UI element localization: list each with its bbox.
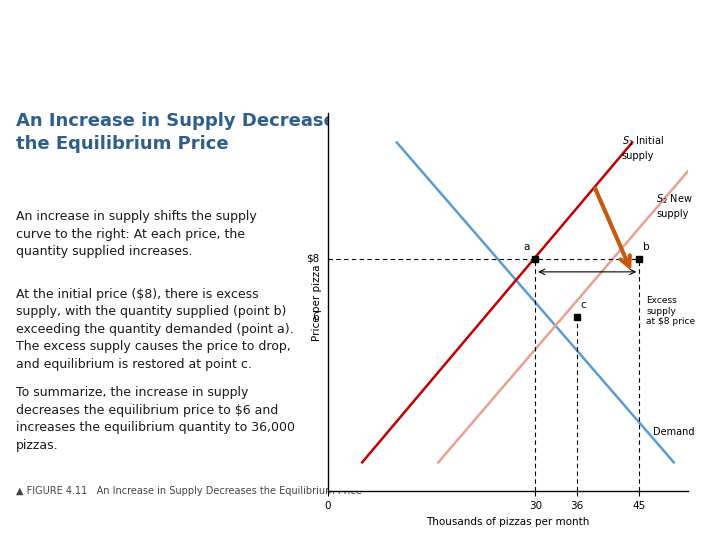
Text: a: a (523, 241, 530, 252)
Text: ▲ FIGURE 4.11   An Increase in Supply Decreases the Equilibrium Price: ▲ FIGURE 4.11 An Increase in Supply Decr… (16, 486, 361, 496)
Text: Demand: Demand (653, 428, 695, 437)
Y-axis label: Price per pizza: Price per pizza (312, 264, 322, 341)
Text: 6: 6 (312, 312, 319, 322)
Text: (3 of 6): (3 of 6) (126, 68, 192, 86)
X-axis label: Thousands of pizzas per month: Thousands of pizzas per month (426, 517, 589, 526)
Text: $S_1$ Initial: $S_1$ Initial (622, 134, 664, 147)
Text: SUPPLY: SUPPLY (16, 68, 121, 92)
Text: 4.5 MARKET EFFECTS OF CHANGES IN: 4.5 MARKET EFFECTS OF CHANGES IN (16, 18, 545, 42)
Text: An Increase in Supply Decreases
the Equilibrium Price: An Increase in Supply Decreases the Equi… (16, 112, 346, 153)
Text: b: b (643, 241, 649, 252)
Text: $8: $8 (306, 254, 319, 264)
Text: c: c (580, 300, 586, 309)
Text: At the initial price ($8), there is excess
supply, with the quantity supplied (p: At the initial price ($8), there is exce… (16, 288, 294, 371)
Text: To summarize, the increase in supply
decreases the equilibrium price to $6 and
i: To summarize, the increase in supply dec… (16, 386, 295, 451)
Text: supply: supply (657, 210, 689, 219)
Text: supply: supply (622, 151, 654, 161)
Text: Excess
supply
at $8 price: Excess supply at $8 price (646, 296, 696, 326)
Text: Copyright © 2017, 2015, 2012 Pearson Education, Inc. All Rights Reserved: Copyright © 2017, 2015, 2012 Pearson Edu… (13, 519, 403, 529)
Text: PEARSON: PEARSON (590, 514, 702, 535)
Text: $S_2$ New: $S_2$ New (657, 192, 693, 206)
Text: An increase in supply shifts the supply
curve to the right: At each price, the
q: An increase in supply shifts the supply … (16, 210, 256, 258)
